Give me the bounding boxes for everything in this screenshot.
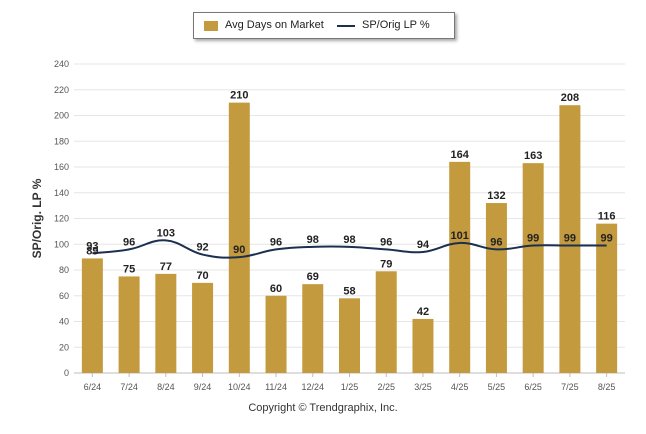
line-value-label: 96 (490, 236, 502, 248)
bar-7-25 (559, 105, 581, 373)
line-value-label: 99 (601, 233, 613, 245)
line-value-label: 96 (380, 236, 392, 248)
bar-value-label: 116 (598, 211, 616, 223)
x-tick-label: 1/25 (341, 382, 359, 392)
x-tick-label: 6/24 (84, 382, 102, 392)
bar-value-label: 163 (524, 150, 542, 162)
y-tick-label: 40 (59, 317, 69, 327)
bar-value-label: 164 (451, 149, 470, 161)
bar-value-label: 69 (307, 271, 319, 283)
bar-value-label: 77 (160, 261, 172, 273)
legend-line-swatch (337, 25, 355, 27)
line-value-label: 93 (86, 240, 98, 252)
bar-3-25 (412, 318, 434, 373)
x-tick-label: 7/24 (120, 382, 138, 392)
bar-1-25 (339, 298, 360, 373)
legend-line-label: SP/Orig LP % (362, 19, 430, 31)
bar-6-25 (522, 163, 544, 373)
y-tick-label: 20 (59, 342, 69, 352)
bar-value-label: 208 (561, 92, 579, 104)
bar-6-24 (81, 258, 103, 373)
bar-9-24 (192, 282, 214, 373)
bar-4-25 (449, 161, 471, 373)
bar-value-label: 132 (487, 190, 505, 202)
y-tick-label: 180 (54, 136, 69, 146)
line-value-label: 94 (417, 239, 430, 251)
y-tick-label: 240 (54, 59, 69, 69)
bar-value-label: 42 (417, 306, 429, 318)
bar-2-25 (375, 271, 397, 373)
line-value-label: 90 (233, 244, 245, 256)
x-tick-label: 3/25 (414, 382, 432, 392)
copyright-text: Copyright © Trendgraphix, Inc. (248, 402, 398, 414)
y-tick-label: 220 (54, 85, 69, 95)
bar-value-label: 75 (123, 263, 135, 275)
bar-8-24 (155, 273, 177, 373)
line-value-label: 99 (527, 233, 539, 245)
bar-12-24 (302, 284, 324, 373)
y-tick-label: 120 (54, 214, 69, 224)
y-tick-label: 140 (54, 188, 69, 198)
bar-8-25 (596, 223, 618, 373)
line-value-label: 103 (157, 227, 175, 239)
x-tick-label: 7/25 (561, 382, 579, 392)
line-value-label: 98 (307, 234, 319, 246)
x-tick-label: 8/24 (157, 382, 175, 392)
x-tick-label: 6/25 (524, 382, 542, 392)
y-tick-label: 200 (54, 111, 69, 121)
x-tick-label: 11/24 (265, 382, 287, 392)
legend-bar-swatch (204, 21, 218, 31)
y-tick-label: 60 (59, 291, 69, 301)
line-value-label: 99 (564, 233, 576, 245)
bar-7-24 (118, 276, 140, 373)
legend: Avg Days on Market SP/Orig LP % (193, 12, 455, 39)
line-value-label: 96 (123, 236, 135, 248)
bar-value-label: 58 (343, 285, 355, 297)
y-tick-label: 100 (54, 239, 69, 249)
y-tick-label: 0 (64, 368, 69, 378)
bar-5-25 (485, 203, 507, 373)
bar-10-24 (228, 102, 250, 373)
y-tick-label: 80 (59, 265, 69, 275)
series-line-sp-orig-lp (92, 239, 607, 259)
bar-11-24 (265, 295, 287, 373)
x-tick-label: 12/24 (302, 382, 325, 392)
line-value-label: 92 (196, 242, 208, 254)
x-tick-label: 9/24 (194, 382, 212, 392)
y-tick-label: 160 (54, 162, 69, 172)
bar-value-label: 89 (86, 245, 98, 257)
x-tick-label: 2/25 (377, 382, 395, 392)
bar-value-label: 79 (380, 258, 392, 270)
y-axis-title: SP/Orig. LP % (30, 178, 44, 258)
bar-value-label: 60 (270, 283, 282, 295)
bar-value-label: 70 (196, 270, 208, 282)
line-value-label: 98 (343, 234, 355, 246)
legend-bar-label: Avg Days on Market (225, 19, 324, 31)
line-value-label: 96 (270, 236, 282, 248)
x-tick-label: 5/25 (488, 382, 506, 392)
x-tick-label: 4/25 (451, 382, 469, 392)
bar-value-label: 210 (230, 90, 248, 102)
line-value-label: 101 (451, 230, 469, 242)
x-tick-label: 8/25 (598, 382, 616, 392)
x-tick-label: 10/24 (228, 382, 251, 392)
